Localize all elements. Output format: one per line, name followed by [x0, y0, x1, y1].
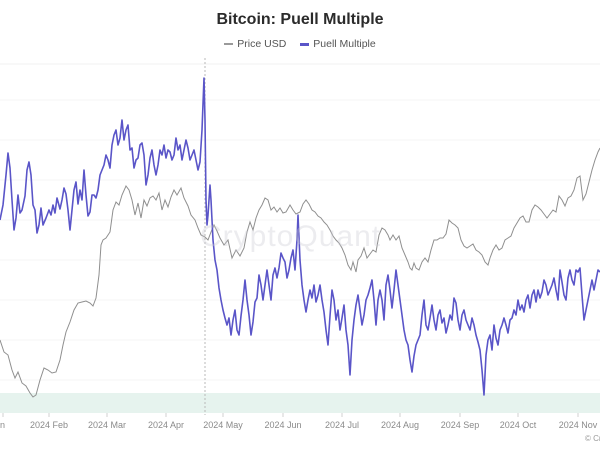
- watermark: CryptoQuant: [200, 220, 382, 253]
- legend-label-price: Price USD: [237, 38, 287, 50]
- x-tick-label: 2024 Sep: [440, 420, 480, 430]
- x-tick-label: 2024 Jun: [264, 420, 302, 430]
- x-tick-label: 2024 Apr: [147, 420, 185, 430]
- puell-multiple-line: [0, 77, 600, 396]
- x-tick-label: 2024 Feb: [29, 420, 69, 430]
- legend-item-puell[interactable]: Puell Multiple: [300, 38, 376, 50]
- x-tick-label: 2024 Oct: [499, 420, 537, 430]
- x-tick-label: 2024 May: [203, 420, 243, 430]
- x-tick-label: 2024 Mar: [87, 420, 127, 430]
- x-tick-label: 2024 Jul: [324, 420, 360, 430]
- x-tick-label: 2024 Nov: [558, 420, 598, 430]
- credit-text: © Cr: [585, 434, 600, 443]
- chart-title: Bitcoin: Puell Multiple: [216, 11, 384, 28]
- legend-item-price[interactable]: Price USD: [224, 38, 286, 50]
- x-tick-label: 2024 Aug: [380, 420, 420, 430]
- price-usd-line: [0, 147, 600, 398]
- price-swatch-icon: [224, 43, 234, 45]
- x-tick-marks: [2, 413, 579, 417]
- puell-swatch-icon: [300, 42, 310, 46]
- chart-legend: Price USD Puell Multiple: [0, 38, 600, 50]
- low-value-band: [0, 393, 600, 413]
- legend-label-puell: Puell Multiple: [313, 38, 376, 50]
- x-tick-label: n: [0, 420, 6, 430]
